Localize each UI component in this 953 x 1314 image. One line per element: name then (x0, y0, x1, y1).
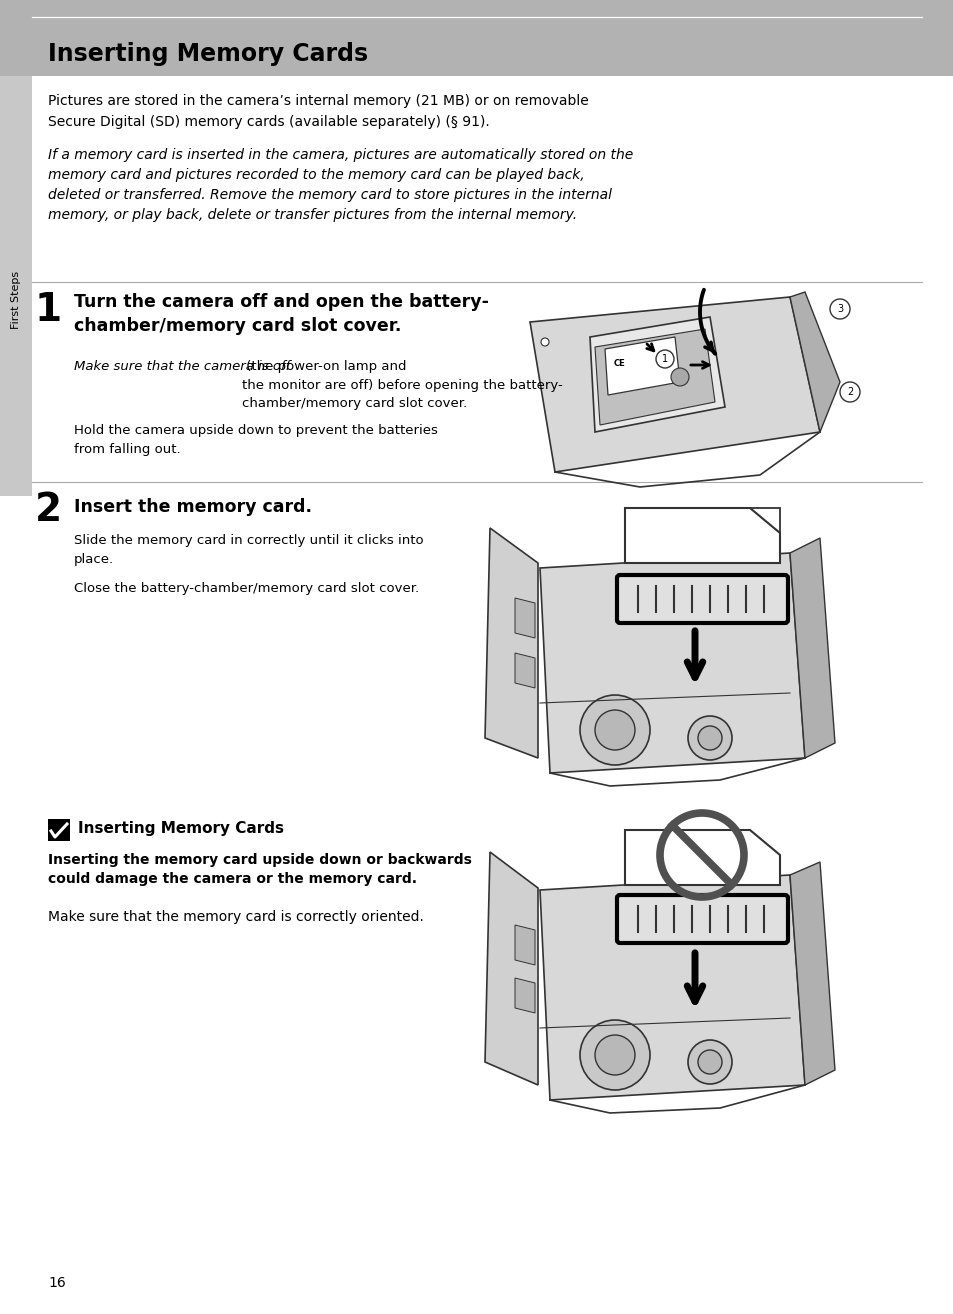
Text: Inserting the memory card upside down or backwards
could damage the camera or th: Inserting the memory card upside down or… (48, 853, 472, 887)
Text: Inserting Memory Cards: Inserting Memory Cards (48, 42, 368, 66)
Polygon shape (604, 336, 679, 396)
Circle shape (670, 368, 688, 386)
Circle shape (687, 716, 731, 759)
Polygon shape (595, 328, 714, 424)
Polygon shape (484, 851, 537, 1085)
Polygon shape (515, 978, 535, 1013)
Text: Pictures are stored in the camera’s internal memory (21 MB) or on removable
Secu: Pictures are stored in the camera’s inte… (48, 95, 588, 129)
Polygon shape (624, 509, 780, 562)
Circle shape (829, 300, 849, 319)
Text: 2: 2 (35, 491, 62, 530)
Text: Make sure that the camera is off: Make sure that the camera is off (74, 360, 290, 373)
Text: First Steps: First Steps (11, 271, 21, 328)
Text: (the power-on lamp and
the monitor are off) before opening the battery-
chamber/: (the power-on lamp and the monitor are o… (242, 360, 562, 410)
Polygon shape (530, 297, 820, 472)
Polygon shape (539, 875, 804, 1100)
Polygon shape (624, 830, 780, 886)
Text: Inserting Memory Cards: Inserting Memory Cards (78, 821, 284, 836)
Bar (0, 0, 953, 76)
Text: If a memory card is inserted in the camera, pictures are automatically stored on: If a memory card is inserted in the came… (48, 148, 633, 222)
Bar (0, 76, 32, 495)
Polygon shape (515, 598, 535, 639)
Polygon shape (624, 509, 780, 562)
Text: 1: 1 (35, 290, 62, 328)
Text: 16: 16 (48, 1276, 66, 1290)
Circle shape (540, 338, 548, 346)
Circle shape (687, 1039, 731, 1084)
Circle shape (840, 382, 859, 402)
Polygon shape (789, 862, 834, 1085)
Circle shape (579, 1020, 649, 1091)
Circle shape (698, 727, 721, 750)
Polygon shape (515, 925, 535, 964)
Bar (48, 819, 70, 841)
Circle shape (579, 695, 649, 765)
Polygon shape (515, 653, 535, 689)
Text: 3: 3 (836, 304, 842, 314)
Text: 2: 2 (846, 388, 852, 397)
Circle shape (656, 350, 673, 368)
Circle shape (595, 710, 635, 750)
Text: Insert the memory card.: Insert the memory card. (74, 498, 312, 516)
Polygon shape (484, 528, 537, 758)
Polygon shape (539, 553, 804, 773)
Circle shape (595, 1035, 635, 1075)
FancyBboxPatch shape (617, 895, 787, 943)
Text: Hold the camera upside down to prevent the batteries
from falling out.: Hold the camera upside down to prevent t… (74, 424, 437, 456)
Polygon shape (789, 292, 840, 432)
Text: CE: CE (614, 360, 625, 368)
Circle shape (698, 1050, 721, 1074)
FancyBboxPatch shape (617, 576, 787, 623)
Polygon shape (789, 537, 834, 758)
Text: Make sure that the memory card is correctly oriented.: Make sure that the memory card is correc… (48, 911, 423, 924)
Polygon shape (589, 317, 724, 432)
Text: Turn the camera off and open the battery-
chamber/memory card slot cover.: Turn the camera off and open the battery… (74, 293, 489, 335)
Text: 1: 1 (661, 353, 667, 364)
Text: Close the battery-chamber/memory card slot cover.: Close the battery-chamber/memory card sl… (74, 582, 418, 595)
Text: Slide the memory card in correctly until it clicks into
place.: Slide the memory card in correctly until… (74, 533, 423, 565)
